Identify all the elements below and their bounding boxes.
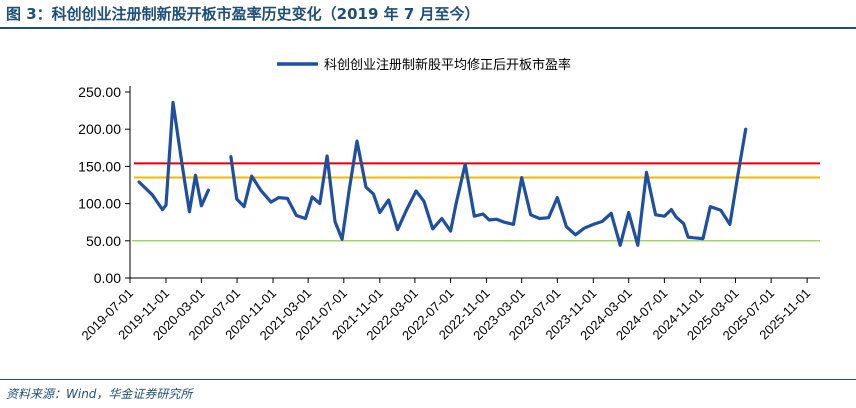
series-line-segment: [229, 127, 748, 247]
y-tick-label: 0.00: [94, 270, 121, 286]
y-tick-label: 150.00: [78, 158, 121, 174]
y-tick-label: 50.00: [86, 233, 121, 249]
y-tick-label: 200.00: [78, 121, 121, 137]
chart-title: 图 3：科创创业注册制新股开板市盈率历史变化（2019 年 7 月至今）: [6, 5, 480, 23]
y-tick-label: 100.00: [78, 196, 121, 212]
y-tick-label: 250.00: [78, 84, 121, 100]
series-line-segment: [137, 100, 210, 214]
legend-label: 科创创业注册制新股平均修正后开板市盈率: [324, 57, 571, 73]
source-note: 资料来源：Wind，华金证券研究所: [6, 387, 193, 401]
footer-divider: [0, 379, 856, 380]
title-divider: [0, 27, 856, 29]
line-chart: 0.0050.00100.00150.00200.00250.002019-07…: [78, 57, 820, 343]
